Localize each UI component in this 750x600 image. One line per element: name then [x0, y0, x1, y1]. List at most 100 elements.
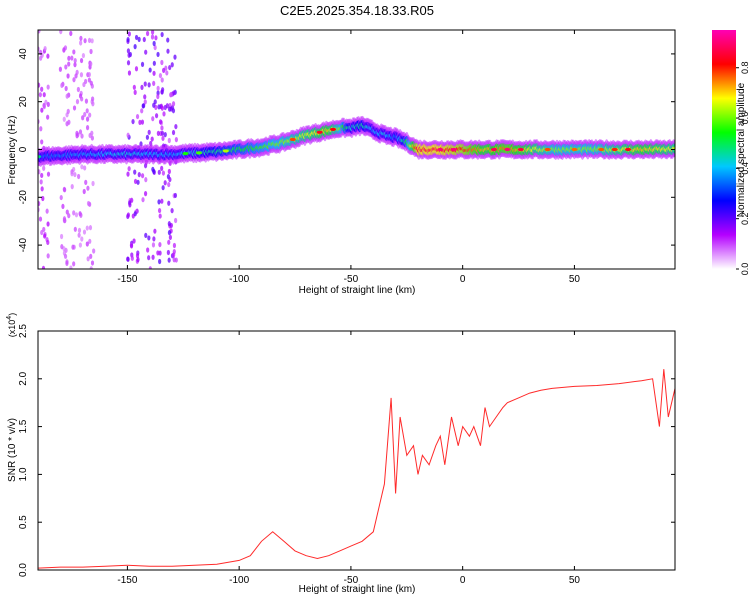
ridge-peak — [517, 147, 524, 152]
ridge-peak — [195, 151, 202, 155]
noise-blob — [76, 86, 80, 93]
noise-blob — [40, 229, 44, 236]
y-tick-label: 1.5 — [18, 419, 29, 433]
noise-blob — [160, 31, 164, 38]
noise-blob — [156, 85, 160, 91]
snr-x-label: Height of straight line (km) — [299, 584, 416, 595]
noise-blob — [72, 261, 76, 267]
noise-blob — [39, 126, 43, 132]
noise-blob — [157, 207, 162, 214]
noise-blob — [90, 260, 95, 266]
noise-blob — [91, 101, 95, 107]
noise-blob — [170, 208, 174, 214]
noise-blob — [148, 67, 152, 73]
noise-blob — [140, 108, 144, 114]
noise-blob — [143, 191, 148, 197]
noise-blob — [128, 202, 132, 208]
noise-blob — [66, 108, 70, 114]
noise-blob — [62, 47, 66, 53]
colorbar-tick-label: 0.2 — [740, 212, 750, 225]
noise-blob — [154, 35, 158, 41]
snr-background — [38, 331, 675, 570]
noise-blob — [160, 77, 164, 83]
noise-blob — [161, 135, 165, 141]
noise-blob — [163, 180, 167, 186]
spectrogram-x-ticks: -150 -100 -50 0 50 — [117, 30, 580, 285]
noise-blob — [59, 194, 63, 201]
colorbar-tick-label: 0.6 — [740, 112, 750, 125]
noise-blob — [91, 96, 95, 102]
noise-blob — [126, 60, 131, 66]
ridge-peak — [598, 147, 605, 152]
x-tick-label: 50 — [569, 274, 581, 285]
noise-blob — [41, 265, 46, 269]
noise-blob — [161, 170, 166, 176]
noise-blob — [140, 84, 144, 90]
noise-blob — [72, 77, 76, 83]
noise-blob — [143, 81, 147, 87]
figure-title: C2E5.2025.354.18.33.R05 — [280, 3, 434, 18]
noise-blob — [158, 241, 162, 248]
noise-blob — [82, 229, 87, 235]
noise-blob — [167, 221, 171, 227]
noise-blob — [46, 53, 50, 59]
noise-blob — [158, 258, 162, 265]
y-tick-label: 20 — [18, 96, 29, 108]
noise-blob — [77, 232, 81, 238]
noise-blob — [166, 48, 170, 54]
noise-blob — [134, 66, 139, 72]
snr-exponent: (x104) — [6, 313, 17, 337]
noise-blob — [40, 86, 44, 92]
y-tick-label: 2.0 — [18, 371, 29, 385]
noise-blob — [167, 257, 171, 263]
noise-blob — [145, 30, 150, 37]
noise-blob — [167, 239, 171, 245]
noise-blob — [129, 243, 134, 249]
snr-panel: -150 -100 -50 0 50 0.0 0.5 1.0 1.5 2.0 2.5 Height… — [6, 313, 676, 595]
noise-blob — [127, 166, 131, 172]
noise-blob — [147, 255, 151, 261]
noise-blob — [128, 51, 132, 58]
noise-blob — [83, 111, 87, 118]
snr-line — [38, 369, 675, 569]
noise-blob — [151, 116, 155, 122]
noise-blob — [42, 226, 46, 233]
noise-blob — [132, 238, 136, 244]
noise-blob — [137, 36, 141, 42]
noise-blob — [141, 103, 145, 109]
noise-blob — [147, 235, 151, 241]
noise-blob — [140, 173, 145, 179]
spectrogram-content — [38, 30, 675, 269]
noise-blob — [131, 118, 135, 125]
snr-exponent-power: 4 — [6, 316, 13, 320]
noise-blob — [150, 136, 154, 142]
noise-blob — [137, 172, 141, 178]
noise-blob — [151, 254, 155, 260]
noise-blob — [40, 107, 44, 113]
noise-blob — [77, 227, 82, 234]
noise-blob — [65, 121, 69, 127]
noise-blob — [72, 210, 76, 216]
noise-blob — [171, 129, 176, 136]
colorbar-tick-label: 0.4 — [740, 162, 750, 175]
noise-blob — [38, 30, 41, 34]
noise-blob — [133, 89, 137, 95]
ridge-peak — [289, 137, 296, 142]
ridge-peak — [625, 147, 632, 152]
noise-blob — [160, 89, 164, 95]
noise-blob — [126, 37, 130, 43]
ridge-peak — [316, 130, 323, 134]
noise-blob — [91, 180, 95, 187]
noise-blob — [46, 253, 50, 259]
noise-blob — [72, 49, 76, 55]
noise-blob — [83, 165, 87, 171]
noise-blob — [46, 101, 50, 108]
noise-blob — [138, 119, 142, 125]
noise-blob — [39, 179, 43, 185]
noise-blob — [73, 171, 77, 178]
noise-blob — [144, 177, 148, 183]
x-tick-label: -50 — [344, 575, 359, 586]
noise-blob — [126, 132, 130, 138]
x-tick-label: 0 — [460, 575, 466, 586]
noise-blob — [158, 250, 162, 256]
